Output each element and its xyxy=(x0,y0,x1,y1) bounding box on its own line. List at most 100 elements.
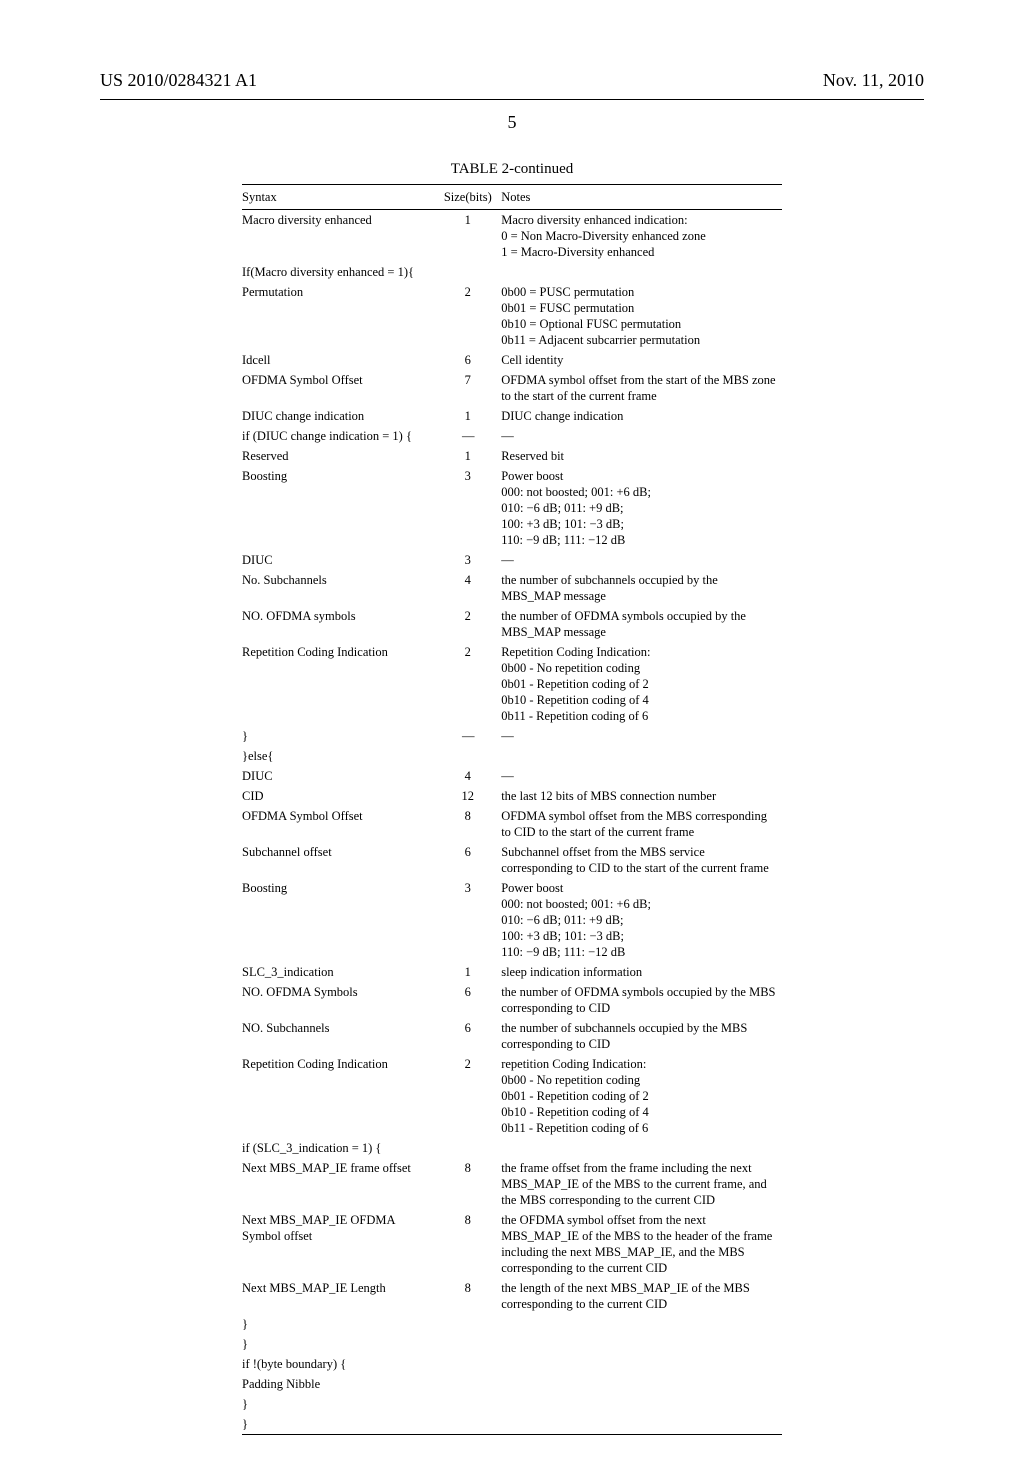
note-line: OFDMA symbol offset from the MBS corresp… xyxy=(501,808,776,840)
cell-syntax: Next MBS_MAP_IE Length xyxy=(242,1278,440,1314)
cell-syntax: Permutation xyxy=(242,282,440,350)
page-header: US 2010/0284321 A1 Nov. 11, 2010 xyxy=(100,70,924,91)
table-row: } xyxy=(242,1314,782,1334)
cell-size: 2 xyxy=(440,606,501,642)
note-line: 0b10 = Optional FUSC permutation xyxy=(501,316,776,332)
cell-size: 6 xyxy=(440,982,501,1018)
cell-size xyxy=(440,1334,501,1354)
note-line: 0b11 - Repetition coding of 6 xyxy=(501,708,776,724)
cell-syntax: SLC_3_indication xyxy=(242,962,440,982)
cell-size: 3 xyxy=(440,466,501,550)
header-right: Nov. 11, 2010 xyxy=(823,70,924,91)
note-line: the number of OFDMA symbols occupied by … xyxy=(501,608,776,640)
note-line: 100: +3 dB; 101: −3 dB; xyxy=(501,928,776,944)
cell-size: 7 xyxy=(440,370,501,406)
note-line: Power boost xyxy=(501,468,776,484)
cell-notes xyxy=(501,1354,782,1374)
cell-notes: Macro diversity enhanced indication:0 = … xyxy=(501,210,782,263)
cell-syntax: OFDMA Symbol Offset xyxy=(242,806,440,842)
cell-notes: the OFDMA symbol offset from the next MB… xyxy=(501,1210,782,1278)
table-row: NO. OFDMA Symbols6the number of OFDMA sy… xyxy=(242,982,782,1018)
cell-size: 4 xyxy=(440,570,501,606)
cell-notes: — xyxy=(501,766,782,786)
header-left: US 2010/0284321 A1 xyxy=(100,70,257,91)
cell-notes xyxy=(501,1374,782,1394)
table-row: If(Macro diversity enhanced = 1){ xyxy=(242,262,782,282)
cell-size: 8 xyxy=(440,1278,501,1314)
note-line: 1 = Macro-Diversity enhanced xyxy=(501,244,776,260)
table-row: Subchannel offset6Subchannel offset from… xyxy=(242,842,782,878)
cell-syntax: } xyxy=(242,1414,440,1435)
table-row: NO. Subchannels6the number of subchannel… xyxy=(242,1018,782,1054)
cell-size: 2 xyxy=(440,1054,501,1138)
cell-notes: OFDMA symbol offset from the start of th… xyxy=(501,370,782,406)
table-row: }—— xyxy=(242,726,782,746)
cell-syntax: if !(byte boundary) { xyxy=(242,1354,440,1374)
table-row: Macro diversity enhanced1Macro diversity… xyxy=(242,210,782,263)
table-row: Permutation20b00 = PUSC permutation0b01 … xyxy=(242,282,782,350)
cell-syntax: Macro diversity enhanced xyxy=(242,210,440,263)
cell-notes: Repetition Coding Indication:0b00 - No r… xyxy=(501,642,782,726)
note-line: 0b01 - Repetition coding of 2 xyxy=(501,676,776,692)
cell-size xyxy=(440,1414,501,1435)
col-notes: Notes xyxy=(501,185,782,210)
cell-size xyxy=(440,1374,501,1394)
cell-notes: Power boost000: not boosted; 001: +6 dB;… xyxy=(501,878,782,962)
table-row: Boosting3Power boost000: not boosted; 00… xyxy=(242,466,782,550)
table-row: } xyxy=(242,1414,782,1435)
cell-size: — xyxy=(440,726,501,746)
cell-syntax: Subchannel offset xyxy=(242,842,440,878)
cell-notes: — xyxy=(501,550,782,570)
spec-table-body: Macro diversity enhanced1Macro diversity… xyxy=(242,210,782,1435)
cell-syntax: Boosting xyxy=(242,466,440,550)
cell-notes xyxy=(501,746,782,766)
cell-size: — xyxy=(440,426,501,446)
cell-syntax: If(Macro diversity enhanced = 1){ xyxy=(242,262,440,282)
cell-syntax: Reserved xyxy=(242,446,440,466)
cell-notes: — xyxy=(501,426,782,446)
note-line: OFDMA symbol offset from the start of th… xyxy=(501,372,776,404)
cell-notes: the length of the next MBS_MAP_IE of the… xyxy=(501,1278,782,1314)
table-caption: TABLE 2-continued xyxy=(100,161,924,178)
table-row: if (DIUC change indication = 1) {—— xyxy=(242,426,782,446)
note-line: 0b00 - No repetition coding xyxy=(501,1072,776,1088)
table-row: DIUC change indication1DIUC change indic… xyxy=(242,406,782,426)
cell-size xyxy=(440,746,501,766)
cell-size: 2 xyxy=(440,642,501,726)
cell-syntax: Boosting xyxy=(242,878,440,962)
cell-syntax: OFDMA Symbol Offset xyxy=(242,370,440,406)
note-line: 0b10 - Repetition coding of 4 xyxy=(501,692,776,708)
cell-syntax: Repetition Coding Indication xyxy=(242,642,440,726)
table-row: } xyxy=(242,1334,782,1354)
table-row: CID12the last 12 bits of MBS connection … xyxy=(242,786,782,806)
cell-notes: the number of OFDMA symbols occupied by … xyxy=(501,982,782,1018)
note-line: the number of subchannels occupied by th… xyxy=(501,1020,776,1052)
cell-syntax: DIUC xyxy=(242,550,440,570)
table-row: Reserved1Reserved bit xyxy=(242,446,782,466)
table-row: OFDMA Symbol Offset7OFDMA symbol offset … xyxy=(242,370,782,406)
note-line: Macro diversity enhanced indication: xyxy=(501,212,776,228)
cell-syntax: CID xyxy=(242,786,440,806)
cell-syntax: if (SLC_3_indication = 1) { xyxy=(242,1138,440,1158)
note-line: the OFDMA symbol offset from the next MB… xyxy=(501,1212,776,1276)
cell-size xyxy=(440,1354,501,1374)
note-line: Reserved bit xyxy=(501,448,776,464)
table-row: NO. OFDMA symbols2the number of OFDMA sy… xyxy=(242,606,782,642)
cell-size: 1 xyxy=(440,210,501,263)
cell-syntax: } xyxy=(242,726,440,746)
note-line: 0b01 - Repetition coding of 2 xyxy=(501,1088,776,1104)
page-number: 5 xyxy=(100,112,924,133)
note-line: 000: not boosted; 001: +6 dB; xyxy=(501,484,776,500)
cell-notes xyxy=(501,1334,782,1354)
cell-notes: the number of OFDMA symbols occupied by … xyxy=(501,606,782,642)
table-row: DIUC3— xyxy=(242,550,782,570)
table-row: Next MBS_MAP_IE Length8the length of the… xyxy=(242,1278,782,1314)
cell-size: 8 xyxy=(440,806,501,842)
cell-size: 1 xyxy=(440,962,501,982)
note-line: repetition Coding Indication: xyxy=(501,1056,776,1072)
note-line: Power boost xyxy=(501,880,776,896)
cell-size: 8 xyxy=(440,1210,501,1278)
cell-notes xyxy=(501,262,782,282)
note-line: DIUC change indication xyxy=(501,408,776,424)
cell-notes xyxy=(501,1138,782,1158)
